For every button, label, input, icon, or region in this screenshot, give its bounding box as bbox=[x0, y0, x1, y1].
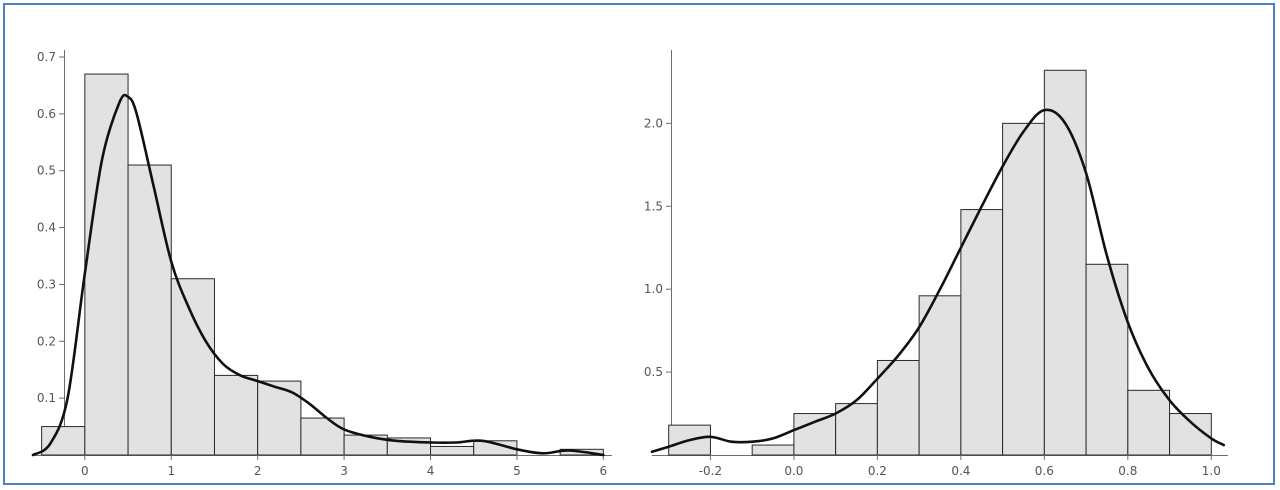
left-bar-9 bbox=[430, 445, 475, 456]
right-x-tick-label-4: 0.6 bbox=[1035, 464, 1054, 478]
right-bar-5 bbox=[876, 359, 920, 456]
right-bar-3 bbox=[793, 413, 837, 456]
left-bar-3 bbox=[170, 278, 215, 456]
left-y-tick-label-5: 0.6 bbox=[37, 107, 56, 121]
right-bar-7 bbox=[960, 209, 1004, 456]
left-x-tick-label-5: 5 bbox=[513, 464, 521, 478]
left-x-tick-label-2: 2 bbox=[254, 464, 262, 478]
left-x-tick-label-6: 6 bbox=[600, 464, 608, 478]
right-x-tick-label-1: 0.0 bbox=[784, 464, 803, 478]
right-bar-4 bbox=[835, 403, 878, 456]
right-y-tick-label-0: 0.5 bbox=[644, 365, 663, 379]
right-y-tick-label-2: 1.5 bbox=[644, 199, 663, 213]
left-bar-10 bbox=[473, 440, 518, 456]
right-bar-11 bbox=[1127, 389, 1171, 456]
left-bar-6 bbox=[300, 417, 345, 456]
right-bar-8 bbox=[1002, 122, 1045, 456]
right-x-tick-label-3: 0.4 bbox=[951, 464, 970, 478]
right-y-tick-label-1: 1.0 bbox=[644, 282, 663, 296]
left-x-tick-label-1: 1 bbox=[167, 464, 175, 478]
left-bar-2 bbox=[127, 164, 172, 456]
right-x-tick-label-2: 0.2 bbox=[868, 464, 887, 478]
right-bar-9 bbox=[1043, 69, 1087, 456]
left-y-tick-label-0: 0.1 bbox=[37, 391, 56, 405]
right-x-tick-label-6: 1.0 bbox=[1202, 464, 1221, 478]
right-bar-10 bbox=[1085, 263, 1129, 456]
right-density-curve bbox=[650, 108, 1226, 453]
left-bar-0 bbox=[41, 426, 86, 456]
right-x-tick-label-5: 0.8 bbox=[1118, 464, 1137, 478]
left-bar-1 bbox=[84, 73, 129, 456]
left-histogram-chart: 0 1 2 3 4 5 6 0.1 0.2 0.3 0.4 0.5 0.6 0.7 bbox=[31, 50, 612, 478]
left-y-tick-label-3: 0.4 bbox=[37, 221, 56, 235]
left-y-tick-label-2: 0.3 bbox=[37, 277, 56, 291]
left-x-tick-label-3: 3 bbox=[340, 464, 348, 478]
right-bar-6 bbox=[918, 295, 962, 456]
left-y-tick-label-6: 0.7 bbox=[37, 50, 56, 64]
right-y-tick-label-3: 2.0 bbox=[644, 116, 663, 130]
left-x-tick-label-0: 0 bbox=[81, 464, 89, 478]
right-bar-2 bbox=[751, 444, 795, 456]
left-y-tick-label-1: 0.2 bbox=[37, 334, 56, 348]
left-x-tick-label-4: 4 bbox=[427, 464, 435, 478]
left-bar-4 bbox=[213, 374, 259, 456]
right-x-tick-label-0: -0.2 bbox=[699, 464, 722, 478]
right-histogram-chart: -0.2 0.0 0.2 0.4 0.6 0.8 1.0 0.5 1.0 1.5 2.0 bbox=[644, 50, 1228, 478]
left-y-tick-label-4: 0.5 bbox=[37, 164, 56, 178]
left-density-curve bbox=[31, 93, 605, 457]
